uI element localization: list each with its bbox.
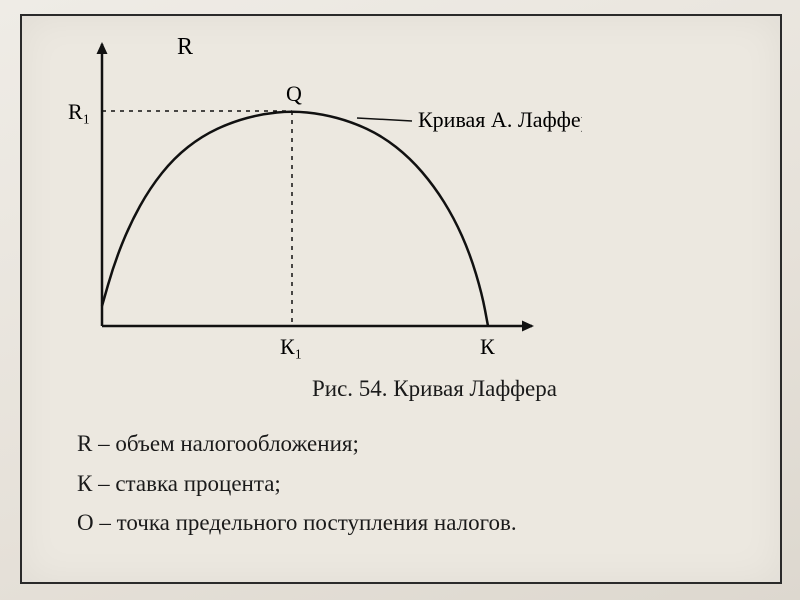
legend-item: К – ставка процента; — [77, 466, 517, 502]
page-root: R Q R₁ К₁ К Кривая А. Лаффера Рис. 54. Кривая… — [0, 0, 800, 600]
legend-item: R – объем налогообложения; — [77, 426, 517, 462]
diagram-svg: R Q R₁ К₁ К Кривая А. Лаффера — [62, 26, 582, 366]
svg-text:К: К — [480, 334, 495, 359]
figure-caption: Рис. 54. Кривая Лаффера — [312, 376, 557, 402]
legend-block: R – объем налогообложения; К – ставка пр… — [77, 426, 517, 545]
laffer-diagram: R Q R₁ К₁ К Кривая А. Лаффера — [62, 26, 582, 366]
svg-text:Кривая А. Лаффера: Кривая А. Лаффера — [418, 107, 582, 132]
svg-text:Q: Q — [286, 81, 302, 106]
content-frame: R Q R₁ К₁ К Кривая А. Лаффера Рис. 54. Кривая… — [20, 14, 782, 584]
svg-text:R₁: R₁ — [68, 99, 90, 124]
svg-text:К₁: К₁ — [280, 334, 302, 359]
svg-text:R: R — [177, 34, 193, 60]
legend-item: О – точка предельного поступления налого… — [77, 505, 517, 541]
